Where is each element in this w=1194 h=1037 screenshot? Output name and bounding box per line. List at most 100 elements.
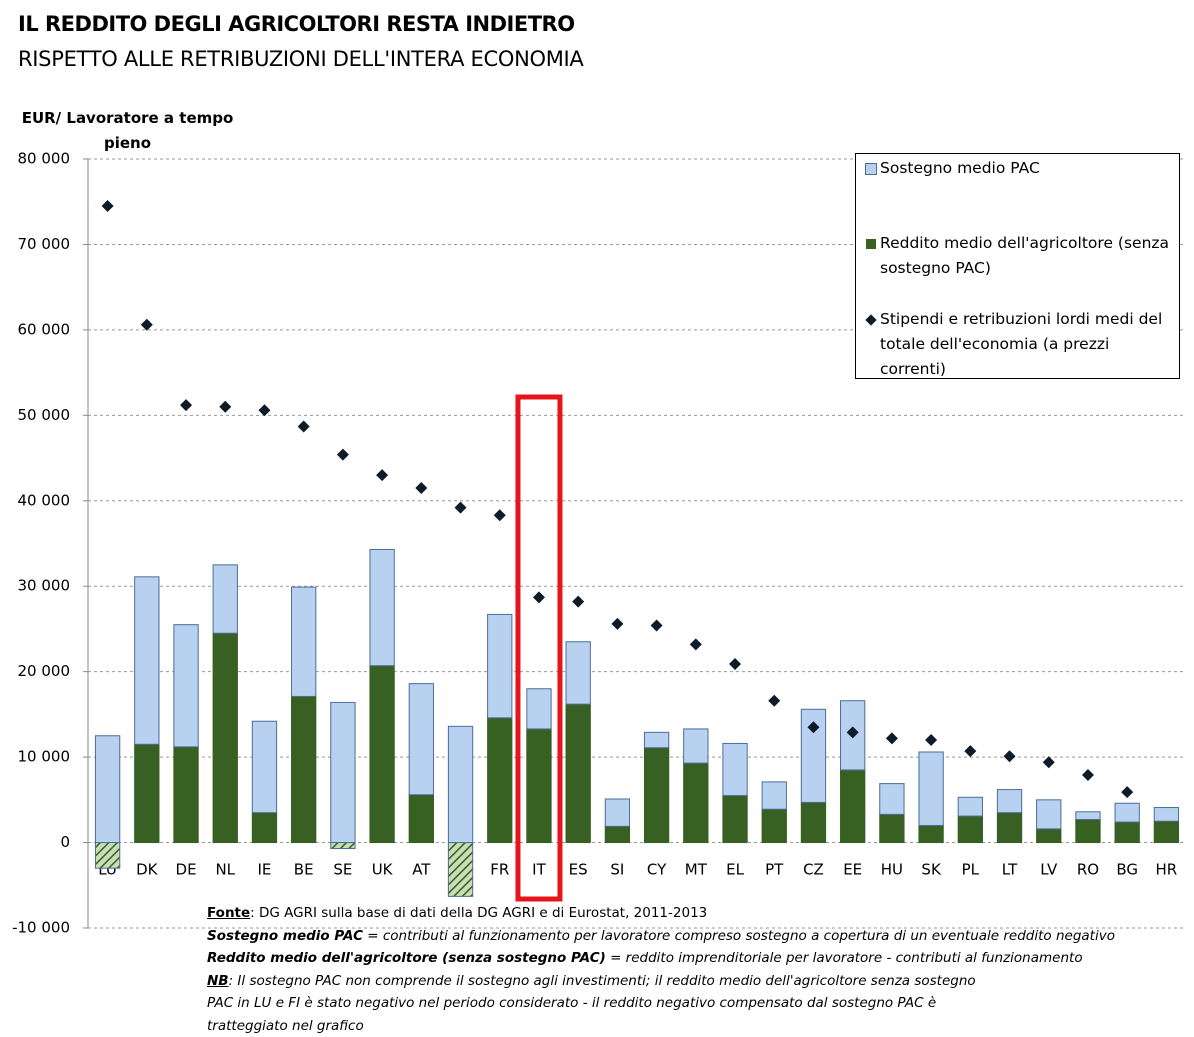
x-tick-label: LT (1002, 861, 1018, 879)
note-text: : DG AGRI sulla base di dati della DG AG… (250, 905, 707, 921)
chart-title: IL REDDITO DEGLI AGRICOLTORI RESTA INDIE… (18, 12, 575, 36)
bar (527, 689, 551, 729)
bar (919, 825, 943, 842)
diamond-marker (964, 745, 976, 757)
note: Sostegno medio PAC = contributi al funzi… (207, 925, 1115, 948)
x-tick-label: SK (921, 861, 942, 879)
x-tick-label: BG (1116, 861, 1138, 879)
diamond-marker (102, 200, 114, 212)
bar (448, 726, 472, 842)
x-tick-label: FR (490, 861, 509, 879)
bar (566, 704, 590, 842)
bar (841, 770, 865, 843)
bar (409, 684, 433, 795)
x-tick-label: EE (843, 861, 862, 879)
y-tick-label: 20 000 (18, 662, 71, 680)
x-tick-label: HU (881, 861, 903, 879)
x-tick-label: CY (647, 861, 667, 879)
legend-label: Stipendi e retribuzioni lordi medi del t… (880, 310, 1162, 378)
x-tick-label: CZ (803, 861, 824, 879)
x-tick-label: DK (136, 861, 159, 879)
bar (135, 577, 159, 744)
legend-label: Sostegno medio PAC (880, 159, 1040, 177)
bar (880, 814, 904, 842)
x-tick-label: IE (258, 861, 272, 879)
bar (644, 732, 668, 747)
diamond-marker (141, 319, 153, 331)
x-tick-label: PT (765, 861, 784, 879)
note-text: : Il sostegno PAC non comprende il soste… (207, 973, 976, 1034)
bar (723, 796, 747, 843)
bar (135, 744, 159, 842)
y-tick-label: 50 000 (18, 406, 71, 424)
diamond-marker (337, 449, 349, 461)
bar (919, 752, 943, 825)
legend-item: Sostegno medio PAC (880, 156, 1176, 181)
legend-label: Reddito medio dell'agricoltore (senza so… (880, 234, 1169, 277)
legend-swatch (865, 314, 876, 325)
bar-negative (331, 843, 355, 849)
diamond-marker (298, 420, 310, 432)
bar (997, 790, 1021, 813)
bar (1037, 829, 1061, 843)
y-tick-label: 70 000 (18, 235, 71, 253)
bar (213, 565, 237, 633)
bar (801, 802, 825, 842)
bar (527, 729, 551, 843)
legend-item: Stipendi e retribuzioni lordi medi del t… (880, 307, 1176, 382)
diamond-marker (258, 404, 270, 416)
x-tick-label: LV (1040, 861, 1058, 879)
note-key: Reddito medio dell'agricoltore (senza so… (207, 950, 606, 966)
diamond-marker (729, 658, 741, 670)
bar (370, 666, 394, 843)
bar (95, 736, 119, 843)
x-tick-label: IT (532, 861, 546, 879)
x-tick-label: BE (294, 861, 314, 879)
y-tick-label: 30 000 (18, 577, 71, 595)
bar (174, 625, 198, 747)
bar-negative (95, 843, 119, 869)
x-tick-label: EL (726, 861, 744, 879)
diamond-marker (376, 469, 388, 481)
diamond-marker (1082, 769, 1094, 781)
bar (331, 702, 355, 842)
x-tick-label: HR (1156, 861, 1178, 879)
y-axis-label: EUR/ Lavoratore a tempo pieno (20, 106, 235, 156)
bar (174, 747, 198, 843)
x-tick-label: MT (685, 861, 708, 879)
bar (252, 721, 276, 812)
note-key: Fonte (207, 905, 250, 921)
note-key: NB (207, 973, 229, 989)
diamond-marker (455, 502, 467, 514)
x-tick-label: UK (372, 861, 394, 879)
bar (684, 763, 708, 842)
diamond-marker (886, 732, 898, 744)
legend-swatch (866, 239, 876, 249)
bar (762, 782, 786, 809)
bar (1154, 808, 1178, 822)
note: Fonte: DG AGRI sulla base di dati della … (207, 902, 1115, 925)
bar (958, 816, 982, 842)
notes: Fonte: DG AGRI sulla base di dati della … (207, 902, 1115, 1037)
bar (644, 748, 668, 843)
x-tick-label: PL (962, 861, 980, 879)
bar (1115, 822, 1139, 843)
diamond-marker (690, 638, 702, 650)
bar (605, 799, 629, 826)
bar (566, 642, 590, 704)
bar (370, 549, 394, 665)
note-text: = contributi al funzionamento per lavora… (363, 928, 1115, 944)
diamond-marker (533, 591, 545, 603)
legend-swatch (866, 164, 876, 174)
x-tick-label: RO (1077, 861, 1099, 879)
bar (409, 795, 433, 843)
bar-negative (448, 843, 472, 897)
bar (997, 813, 1021, 843)
diamond-marker (180, 399, 192, 411)
bar (292, 587, 316, 696)
bar (880, 784, 904, 815)
diamond-marker (1121, 786, 1133, 798)
bar (762, 809, 786, 842)
legend: Sostegno medio PAC Reddito medio dell'ag… (855, 153, 1180, 379)
